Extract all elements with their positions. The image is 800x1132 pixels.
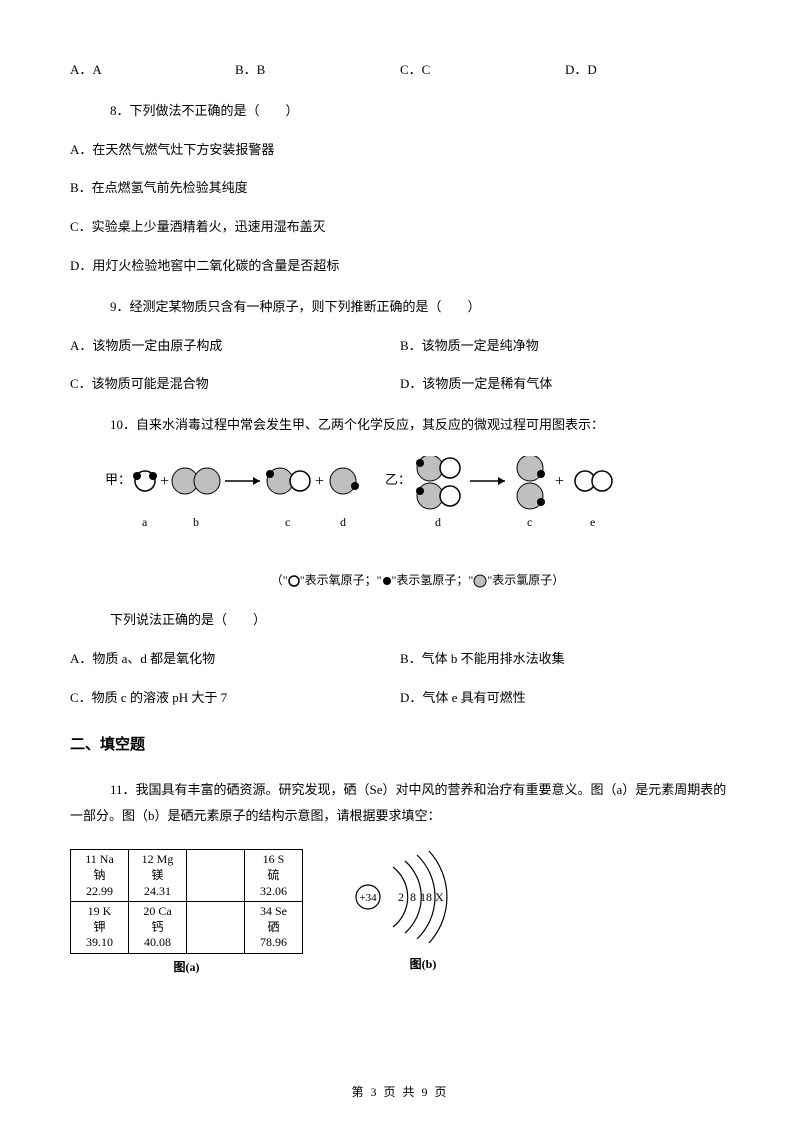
q10-a: A．物质 a、d 都是氧化物 [70,649,400,670]
page-footer: 第 3 页 共 9 页 [0,1083,800,1102]
option-c: C．C [400,60,565,81]
molecule-d [330,468,359,494]
q9-b: B．该物质一定是纯净物 [400,336,730,357]
cell-na: 11 Na钠22.99 [71,850,129,902]
plus-icon: + [555,473,564,490]
svg-text:+34: +34 [359,892,377,904]
molecule-c [266,468,310,494]
q9-a: A．该物质一定由原子构成 [70,336,400,357]
atom-structure-icon: +34 2 8 18 X [343,849,503,944]
q9-row2: C．该物质可能是混合物 D．该物质一定是稀有气体 [70,374,730,395]
molecule-c2-top [517,456,545,481]
plus-icon: + [160,473,169,490]
option-b: B．B [235,60,400,81]
element-table: 11 Na钠22.99 12 Mg镁24.31 16 S硫32.06 19 K钾… [70,849,303,954]
jia-label: 甲： [105,472,131,487]
reaction-diagram: 甲： + + 乙： [105,456,695,556]
label-c: c [285,515,290,529]
svg-text:18: 18 [420,890,432,904]
arrowhead-icon [253,477,260,485]
section-heading: 二、填空题 [70,733,730,757]
q8-c: C．实验桌上少量酒精着火，迅速用湿布盖灭 [70,217,730,238]
q9-d: D．该物质一定是稀有气体 [400,374,730,395]
q10-row1: A．物质 a、d 都是氧化物 B．气体 b 不能用排水法收集 [70,649,730,670]
cell-k: 19 K钾39.10 [71,902,129,954]
cell-s: 16 S硫32.06 [245,850,303,902]
option-a: A．A [70,60,235,81]
molecule-e [575,471,612,491]
cell-blank [187,850,245,902]
q10-diagram: 甲： + + 乙： [105,456,730,590]
q7-options: A．A B．B C．C D．D [70,60,730,81]
q10-b: B．气体 b 不能用排水法收集 [400,649,730,670]
q11-figures: 11 Na钠22.99 12 Mg镁24.31 16 S硫32.06 19 K钾… [70,849,730,977]
svg-text:X: X [435,890,444,904]
q9-row1: A．该物质一定由原子构成 B．该物质一定是纯净物 [70,336,730,357]
cell-se: 34 Se硒78.96 [245,902,303,954]
cell-blank [187,902,245,954]
plus-icon: + [315,473,324,490]
q9-stem: 9．经测定某物质只含有一种原子，则下列推断正确的是（ ） [70,297,730,318]
q8-stem: 8．下列做法不正确的是（ ） [70,101,730,122]
q8-d: D．用灯火检验地窖中二氧化碳的含量是否超标 [70,256,730,277]
figure-a-label: 图(a) [70,958,303,977]
molecule-d2-top [416,456,460,481]
cell-ca: 20 Ca钙40.08 [129,902,187,954]
label-d: d [340,515,346,529]
option-d: D．D [565,60,730,81]
figure-b: +34 2 8 18 X 图(b) [343,849,503,974]
q9-c: C．该物质可能是混合物 [70,374,400,395]
label-d2: d [435,515,441,529]
yi-label: 乙： [385,472,411,487]
cell-mg: 12 Mg镁24.31 [129,850,187,902]
label-a: a [142,515,148,529]
label-c2: c [527,515,532,529]
diagram-legend: （""表示氧原子；""表示氢原子；""表示氯原子） [105,571,730,590]
q8-b: B．在点燃氢气前先检验其纯度 [70,178,730,199]
q8-a: A．在天然气燃气灶下方安装报警器 [70,140,730,161]
figure-a: 11 Na钠22.99 12 Mg镁24.31 16 S硫32.06 19 K钾… [70,849,303,977]
molecule-d2-bot [416,483,460,509]
q10-c: C．物质 c 的溶液 pH 大于 7 [70,688,400,709]
arrowhead-icon [498,477,505,485]
figure-b-label: 图(b) [343,955,503,974]
label-e: e [590,515,595,529]
molecule-c2-bot [517,483,545,509]
molecule-a [133,471,157,491]
svg-text:2: 2 [398,890,404,904]
q10-subq: 下列说法正确的是（ ） [70,610,730,631]
q11-para: 11．我国具有丰富的硒资源。研究发现，硒（Se）对中风的营养和治疗有重要意义。图… [70,777,730,829]
q10-row2: C．物质 c 的溶液 pH 大于 7 D．气体 e 具有可燃性 [70,688,730,709]
q10-stem: 10．自来水消毒过程中常会发生甲、乙两个化学反应，其反应的微观过程可用图表示： [70,415,730,436]
label-b: b [193,515,199,529]
svg-text:8: 8 [410,890,416,904]
molecule-b [172,468,220,494]
q10-d: D．气体 e 具有可燃性 [400,688,730,709]
